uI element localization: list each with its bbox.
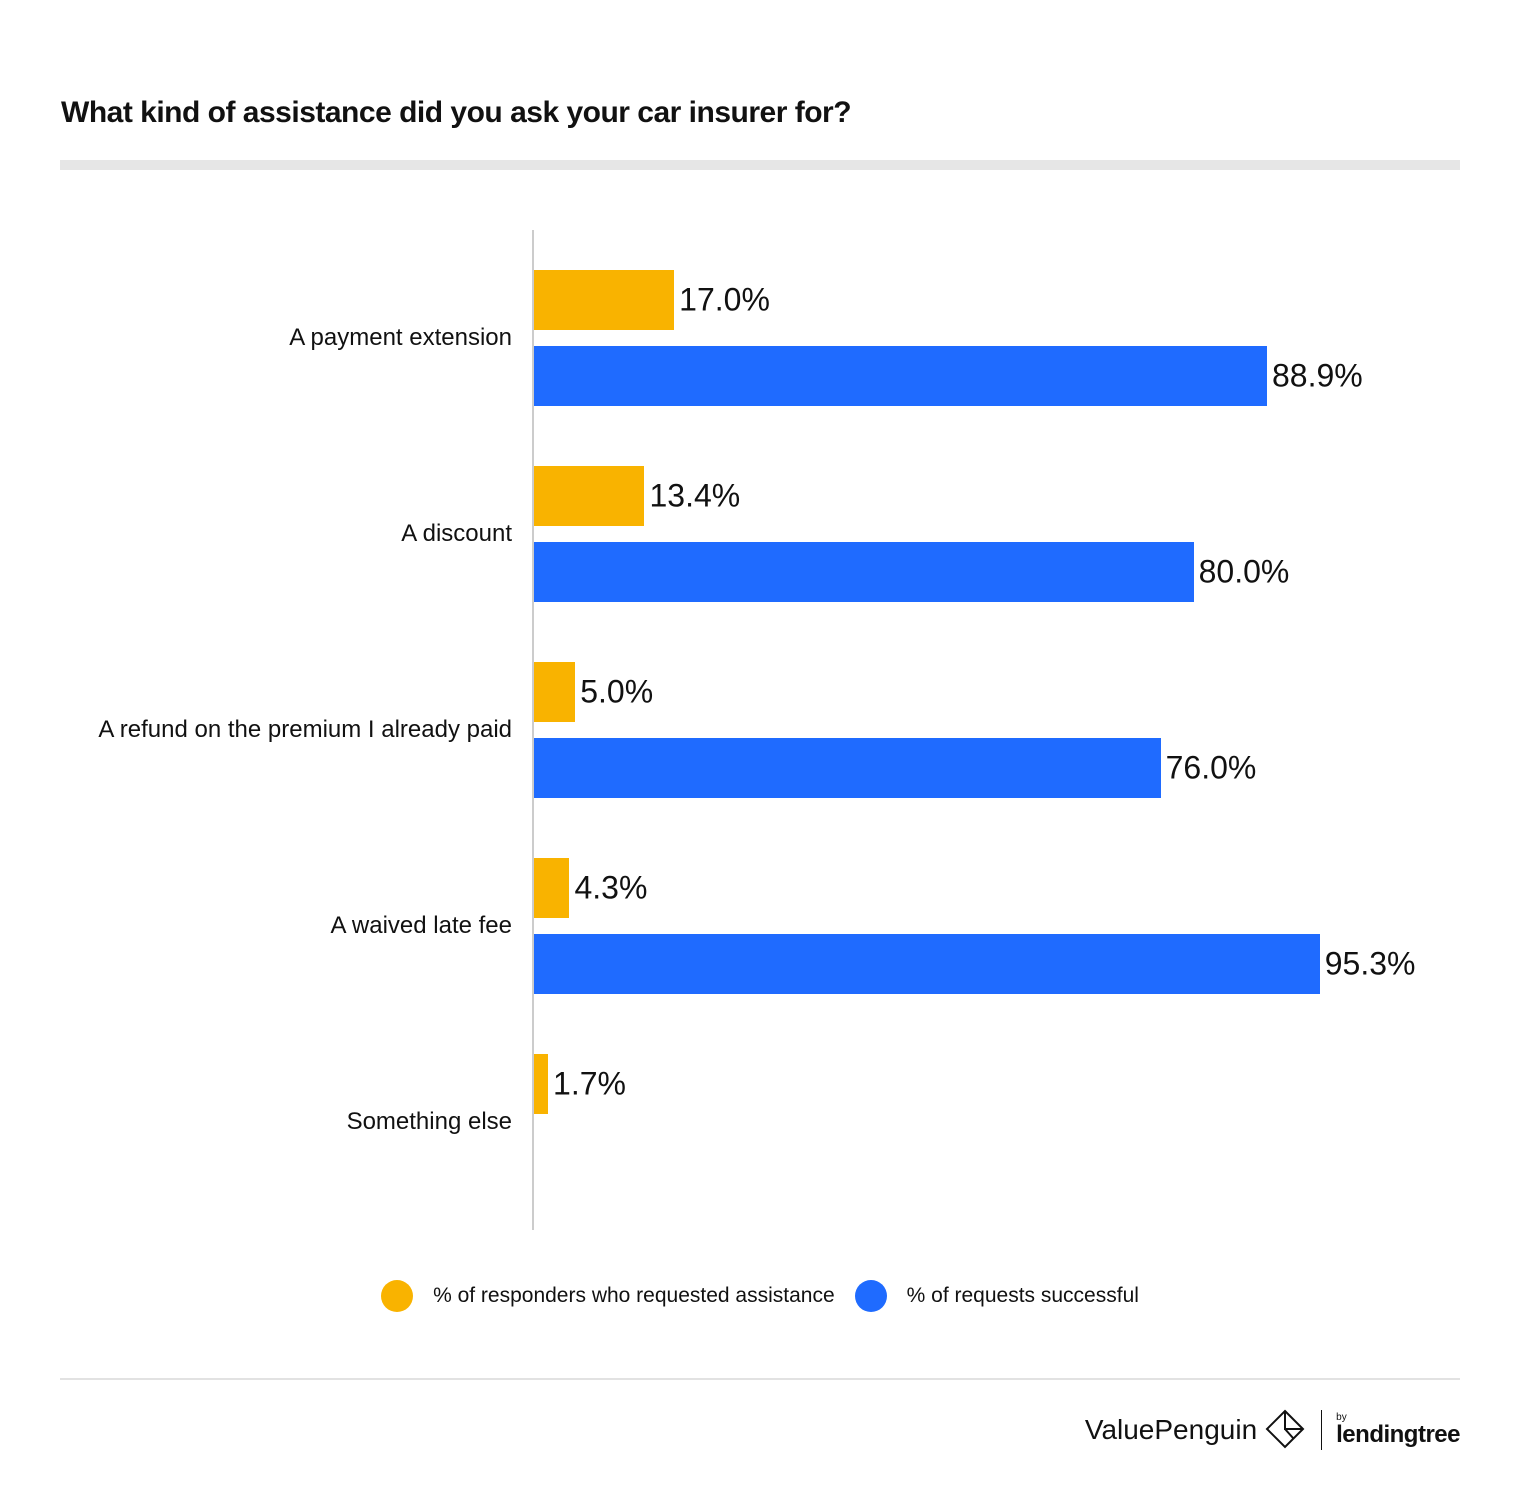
bar-successful (534, 542, 1194, 602)
data-label: 80.0% (1198, 553, 1290, 590)
partner-text: lendingtree (1336, 1421, 1460, 1448)
bar-requested (534, 1054, 549, 1114)
bar-successful (534, 346, 1267, 406)
category-label: A discount (401, 520, 512, 547)
legend-swatch-blue (854, 1280, 887, 1312)
legend-label: % of requests successful (906, 1284, 1139, 1307)
bar-successful (534, 934, 1320, 994)
legend-item-successful: % of requests successful (854, 1280, 1139, 1312)
bar-requested (534, 662, 576, 722)
data-label: 13.4% (649, 477, 741, 514)
title-divider (60, 160, 1460, 170)
chart-title: What kind of assistance did you ask your… (61, 96, 852, 129)
y-axis-line (532, 230, 534, 1230)
by-text: by (1336, 1412, 1347, 1423)
bar-requested (534, 858, 570, 918)
data-label: 88.9% (1271, 357, 1363, 394)
legend-swatch-orange (381, 1280, 414, 1312)
footer-divider (60, 1378, 1460, 1380)
penguin-diamond-icon (1265, 1409, 1305, 1449)
data-label: 95.3% (1324, 945, 1416, 982)
bar-requested (534, 466, 645, 526)
data-label: 5.0% (580, 673, 654, 710)
category-label: Something else (346, 1108, 512, 1135)
data-label: 76.0% (1165, 749, 1257, 786)
bar-successful (534, 738, 1161, 798)
legend-item-requested: % of responders who requested assistance (381, 1280, 835, 1312)
data-label: 17.0% (679, 281, 770, 318)
valuepenguin-lendingtree-logo: ValuePenguin by lendingtree (1085, 1408, 1460, 1452)
legend: % of responders who requested assistance… (0, 1280, 1520, 1312)
data-label: 4.3% (574, 869, 648, 906)
bar-requested (534, 270, 675, 330)
legend-label: % of responders who requested assistance (433, 1284, 835, 1307)
category-label: A waived late fee (330, 912, 512, 939)
data-label: 1.7% (553, 1065, 626, 1102)
category-label: A refund on the premium I already paid (98, 716, 512, 743)
category-label: A payment extension (289, 324, 512, 351)
logo-text: ValuePenguin (1084, 1414, 1258, 1445)
